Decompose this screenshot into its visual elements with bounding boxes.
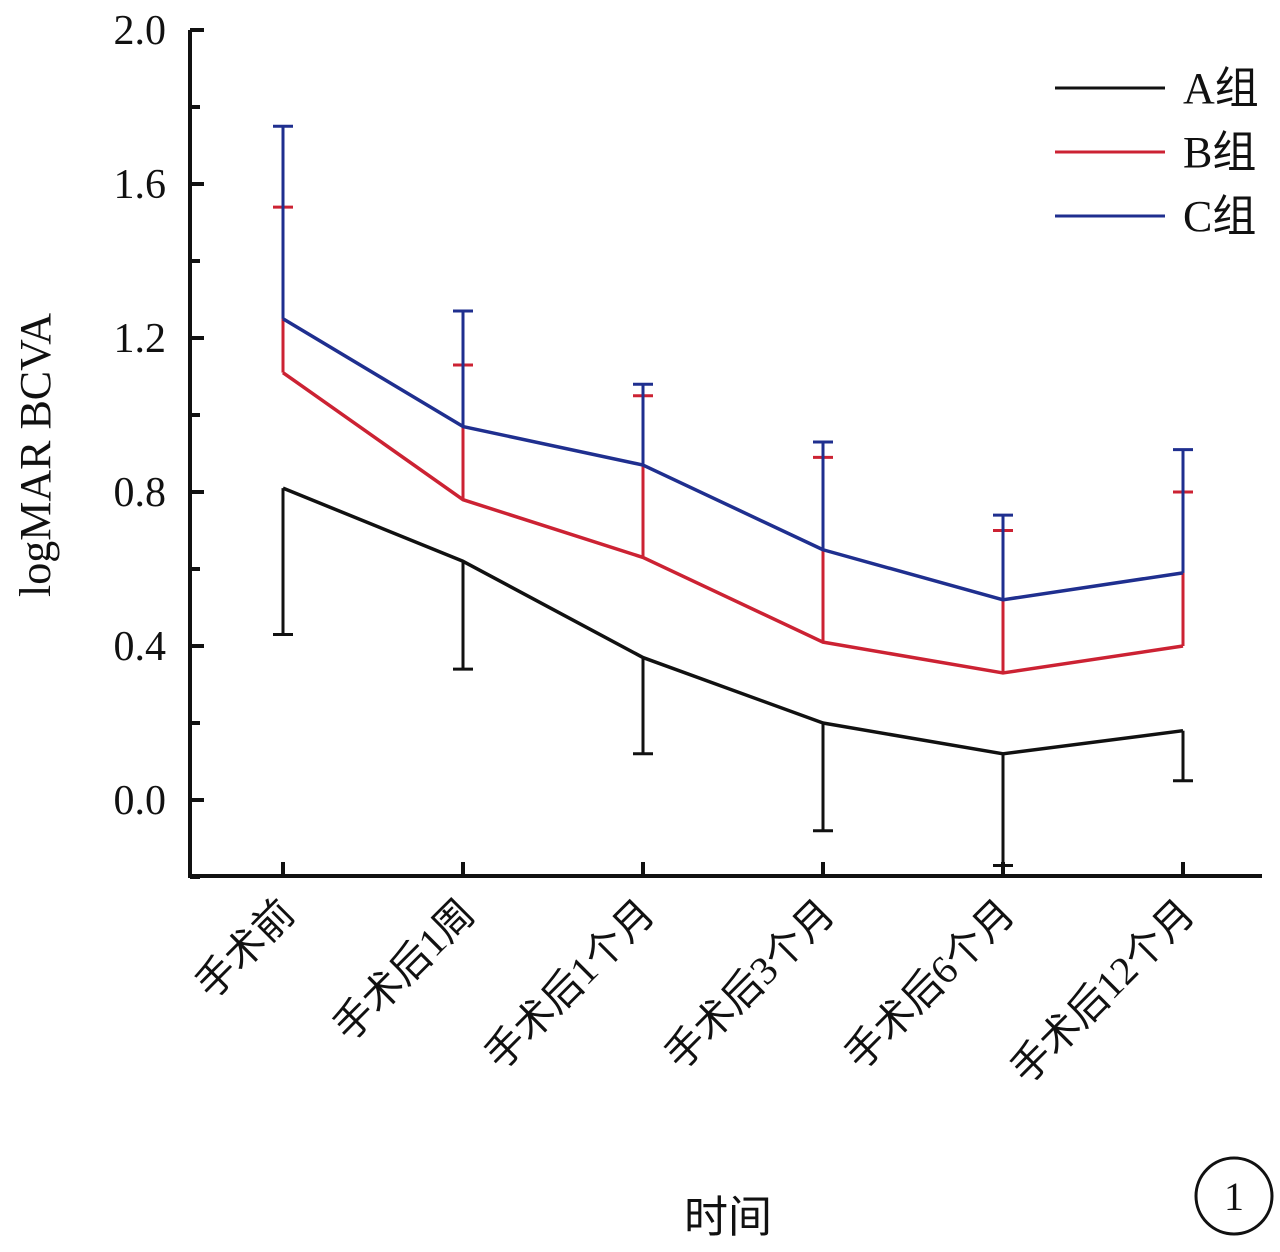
legend: A组 B组 C组 xyxy=(1055,64,1259,241)
y-tick-label: 0.0 xyxy=(114,778,167,824)
panel-number-circle xyxy=(1194,1156,1274,1236)
x-tick-label: 手术后1周 xyxy=(324,891,483,1050)
x-axis-label: 时间 xyxy=(684,1193,772,1242)
legend-item: C组 xyxy=(1055,192,1256,241)
x-tick-label: 手术后6个月 xyxy=(836,891,1023,1078)
axes-layer xyxy=(188,30,1262,878)
x-tick-label: 手术后3个月 xyxy=(656,891,843,1078)
y-tick-label: 0.4 xyxy=(114,624,167,670)
legend-item: B组 xyxy=(1055,128,1256,177)
y-tick-label: 2.0 xyxy=(114,8,167,54)
series-3 xyxy=(273,124,1193,602)
y-tick-label: 1.2 xyxy=(114,316,167,362)
series-1 xyxy=(273,486,1193,867)
legend-label: C组 xyxy=(1183,192,1256,241)
series-layer xyxy=(273,124,1193,867)
y-axis-label: logMAR BCVA xyxy=(11,313,60,597)
series-line xyxy=(281,371,1184,675)
series-line xyxy=(282,317,1184,602)
x-tick-label: 手术后12个月 xyxy=(1002,891,1204,1093)
legend-label: B组 xyxy=(1183,128,1256,177)
ticks-layer: 0.0 0.4 0.8 1.2 1.6 2.0 手术前 手术后1周手术后1个月手术后3个月手术… xyxy=(114,8,1204,1092)
x-tick-label: 手术前 xyxy=(187,891,304,1008)
series-2 xyxy=(273,205,1193,675)
panel-number-badge: 1 xyxy=(1194,1156,1274,1236)
y-tick-label: 0.8 xyxy=(114,470,167,516)
series-line xyxy=(282,486,1184,756)
y-tick-label: 1.6 xyxy=(114,162,167,208)
x-tick-label: 手术后1个月 xyxy=(476,891,663,1078)
legend-label: A组 xyxy=(1183,64,1259,113)
panel-number: 1 xyxy=(1224,1174,1244,1219)
legend-item: A组 xyxy=(1055,64,1259,113)
